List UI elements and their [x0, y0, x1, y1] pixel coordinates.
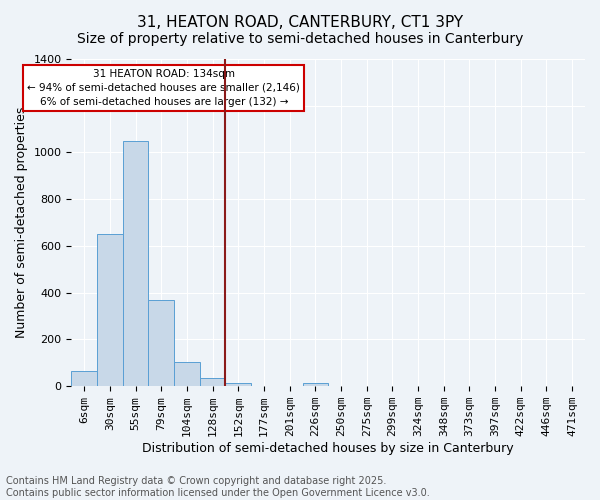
- Y-axis label: Number of semi-detached properties: Number of semi-detached properties: [15, 107, 28, 338]
- Bar: [123, 141, 148, 386]
- Bar: [71, 371, 97, 386]
- X-axis label: Distribution of semi-detached houses by size in Canterbury: Distribution of semi-detached houses by …: [142, 442, 514, 455]
- Text: 31, HEATON ROAD, CANTERBURY, CT1 3PY: 31, HEATON ROAD, CANTERBURY, CT1 3PY: [137, 15, 463, 30]
- Bar: [148, 300, 174, 386]
- Bar: [174, 362, 200, 386]
- Bar: [200, 378, 226, 386]
- Bar: [97, 234, 123, 386]
- Bar: [302, 382, 328, 386]
- Text: 31 HEATON ROAD: 134sqm
← 94% of semi-detached houses are smaller (2,146)
6% of s: 31 HEATON ROAD: 134sqm ← 94% of semi-det…: [28, 69, 300, 107]
- Text: Contains HM Land Registry data © Crown copyright and database right 2025.
Contai: Contains HM Land Registry data © Crown c…: [6, 476, 430, 498]
- Bar: [226, 382, 251, 386]
- Text: Size of property relative to semi-detached houses in Canterbury: Size of property relative to semi-detach…: [77, 32, 523, 46]
